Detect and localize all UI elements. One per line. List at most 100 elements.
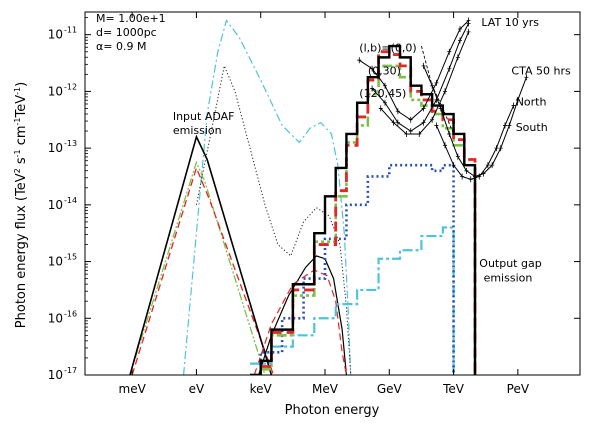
annotation-label: Input ADAF <box>173 110 235 123</box>
y-label-sup: -1 <box>13 149 22 157</box>
series-line-black-solid-step <box>250 44 477 375</box>
y-label-part: ) <box>14 82 29 87</box>
sensitivity-point <box>473 173 477 180</box>
y-label-part: s <box>14 157 29 168</box>
sensitivity-point <box>458 37 462 44</box>
sensitivity-point <box>460 173 465 180</box>
annotation-label: LAT 10 yrs <box>481 16 539 29</box>
x-tick-label: keV <box>250 382 273 396</box>
sensitivity-point <box>466 20 471 27</box>
sensitivity-point <box>404 130 409 137</box>
sensitivity-point <box>511 102 516 109</box>
x-axis-label: Photon energy <box>285 403 380 418</box>
sensitivity-point <box>485 162 490 169</box>
sensitivity-point <box>370 65 375 72</box>
sensitivity-layer <box>357 17 529 183</box>
sensitivity-point <box>430 82 435 89</box>
y-tick-exponent: -16 <box>64 309 77 318</box>
series-line-black-solid-thin <box>258 255 348 375</box>
sensitivity-curve <box>359 20 469 121</box>
y-tick-label: 10 <box>48 84 63 98</box>
series-line-cyan-dashdot <box>182 19 352 375</box>
sensitivity-curve <box>380 31 470 135</box>
y-label-part: Photon energy flux (TeV <box>14 173 29 328</box>
series-line-black-dotted <box>195 64 352 375</box>
y-label-sup: -1 <box>13 87 22 95</box>
y-axis-label: Photon energy flux (TeV2 s-1 cm-1TeV-1) <box>13 82 29 328</box>
sensitivity-point <box>395 119 400 126</box>
sensitivity-point <box>464 167 469 174</box>
y-tick-exponent: -11 <box>64 26 77 35</box>
annotation-label: (l,b)=(0,0) <box>359 42 416 55</box>
annotation-label: emission <box>173 124 222 137</box>
sensitivity-point <box>515 96 520 103</box>
series-line-cyan-step <box>250 226 455 375</box>
sensitivity-point <box>408 128 413 135</box>
sensitivity-point <box>408 116 413 123</box>
x-tick-label: PeV <box>507 382 530 396</box>
y-tick-exponent: -12 <box>64 82 77 91</box>
plot-frame <box>84 11 581 376</box>
sensitivity-point <box>481 170 486 177</box>
annotation-label: Output gap <box>479 257 541 270</box>
sensitivity-point <box>468 176 473 183</box>
y-tick-exponent: -17 <box>64 366 77 375</box>
sensitivity-point <box>438 105 443 112</box>
sensitivity-point <box>378 105 383 112</box>
annotation-label: emission <box>484 271 533 284</box>
y-tick-label: 10 <box>48 141 63 155</box>
series-line-red-dashed-thin <box>253 269 348 375</box>
series-line-red-dashed <box>131 166 275 375</box>
sensitivity-point <box>434 79 439 86</box>
x-tick-label: meV <box>119 382 147 396</box>
annotation-label: (0,30) <box>368 64 401 77</box>
series-line-dashed-fan <box>420 45 454 135</box>
annotation-label: South <box>516 121 548 134</box>
x-tick-label: TeV <box>442 382 465 396</box>
sensitivity-point <box>434 122 439 129</box>
param-mass: M= 1.00e+1 <box>96 12 166 25</box>
y-tick-exponent: -15 <box>64 253 77 262</box>
y-tick-label: 10 <box>48 28 63 42</box>
y-label-sup: 2 <box>13 168 22 173</box>
series-line-green-dashdotdot <box>129 160 266 375</box>
sensitivity-point <box>357 57 362 64</box>
sensitivity-point <box>490 162 495 169</box>
y-label-part: TeV <box>14 95 29 119</box>
plot-area <box>129 17 529 375</box>
sensitivity-point <box>443 88 447 95</box>
sensitivity-point <box>447 48 452 55</box>
y-label-sup: -1 <box>13 117 22 125</box>
sensitivity-point <box>524 74 529 81</box>
sensitivity-point <box>383 82 387 89</box>
sensitivity-point <box>395 108 400 115</box>
annotation-label: (120,45) <box>359 87 406 100</box>
sensitivity-point <box>421 62 426 69</box>
series-line-blue-dotted-step <box>250 163 455 375</box>
sensitivity-point <box>447 130 452 137</box>
sensitivity-point <box>455 153 460 160</box>
sensitivity-point <box>430 116 435 123</box>
sensitivity-point <box>370 85 375 92</box>
y-tick-exponent: -13 <box>64 139 77 148</box>
axis-ticks: meV eV keV MeV GeV TeV PeV10-1110-1210-1310-14… <box>48 12 580 396</box>
y-tick-label: 10 <box>48 368 63 382</box>
sensitivity-point <box>417 130 422 137</box>
sensitivity-point <box>383 99 387 106</box>
sensitivity-point <box>451 162 456 169</box>
annotation-label: North <box>516 96 547 109</box>
sensitivity-point <box>447 65 452 72</box>
x-tick-label: MeV <box>312 382 339 396</box>
sensitivity-point <box>458 26 462 33</box>
sensitivity-point <box>443 142 447 149</box>
param-alpha: α= 0.9 M <box>96 40 146 53</box>
y-label-part: cm <box>14 125 29 149</box>
x-tick-label: GeV <box>377 382 403 396</box>
param-distance: d= 1000pc <box>96 26 157 39</box>
y-tick-label: 10 <box>48 198 63 212</box>
sensitivity-point <box>494 145 499 152</box>
sensitivity-point <box>507 122 512 129</box>
y-tick-label: 10 <box>48 311 63 325</box>
